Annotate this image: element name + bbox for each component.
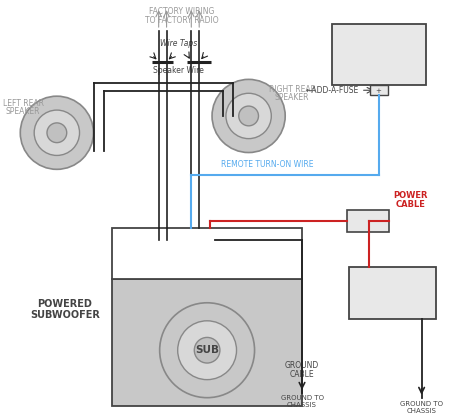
Text: FUSE: FUSE (356, 217, 380, 226)
Bar (112, 279, 302, 406)
Text: BATTERY: BATTERY (367, 291, 419, 301)
Circle shape (47, 123, 67, 143)
Circle shape (212, 79, 285, 153)
Text: LEFT REAR: LEFT REAR (3, 99, 44, 108)
Text: −: − (417, 273, 426, 283)
Text: REMOTE TURN-ON WIRE: REMOTE TURN-ON WIRE (221, 160, 314, 169)
Bar (370, 85, 388, 95)
Text: TO FACTORY RADIO: TO FACTORY RADIO (145, 16, 218, 25)
Circle shape (178, 321, 237, 380)
Text: SUBWOOFER: SUBWOOFER (30, 310, 100, 319)
Text: +: + (360, 273, 369, 283)
Circle shape (194, 337, 220, 363)
Text: Inputs: Inputs (149, 259, 171, 265)
Text: +L-: +L- (121, 235, 137, 243)
Bar (349, 267, 437, 319)
Text: GROUND TO: GROUND TO (400, 401, 443, 406)
Text: Wire Taps: Wire Taps (160, 39, 197, 48)
Text: FACTORY WIRING: FACTORY WIRING (149, 7, 214, 16)
Circle shape (20, 96, 93, 169)
Text: Speaker-level: Speaker-level (136, 250, 183, 256)
Text: SPEAKER: SPEAKER (6, 106, 40, 116)
Text: FUSE BOX: FUSE BOX (351, 38, 406, 48)
Text: ACC/RADIO: ACC/RADIO (348, 54, 409, 64)
Circle shape (160, 303, 255, 398)
Bar (332, 24, 426, 85)
Text: CHASSIS: CHASSIS (407, 408, 437, 414)
Text: Pwr: Pwr (184, 235, 202, 243)
Text: ←ADD-A-FUSE: ←ADD-A-FUSE (306, 86, 359, 95)
Text: SUB AMP: SUB AMP (179, 264, 236, 274)
Bar (112, 228, 302, 279)
Text: SPEAKER: SPEAKER (275, 93, 310, 102)
Text: Speaker Wire: Speaker Wire (153, 67, 204, 75)
Text: GROUND: GROUND (285, 361, 319, 370)
Text: CABLE: CABLE (396, 200, 426, 209)
Text: POWERED: POWERED (37, 299, 92, 309)
Text: Rem: Rem (161, 235, 182, 243)
Text: SUB: SUB (195, 345, 219, 355)
Text: Gnd: Gnd (206, 235, 225, 243)
Text: GROUND TO: GROUND TO (281, 395, 323, 401)
Text: POWER: POWER (393, 191, 428, 200)
Text: CHASSIS: CHASSIS (287, 401, 317, 408)
Bar (347, 210, 389, 232)
Text: RIGHT REAR: RIGHT REAR (269, 85, 316, 94)
Text: +: + (376, 88, 382, 94)
Circle shape (34, 110, 80, 156)
Text: CABLE: CABLE (290, 370, 314, 379)
Circle shape (226, 93, 271, 139)
Text: +R-: +R- (140, 235, 157, 243)
Circle shape (239, 106, 258, 126)
